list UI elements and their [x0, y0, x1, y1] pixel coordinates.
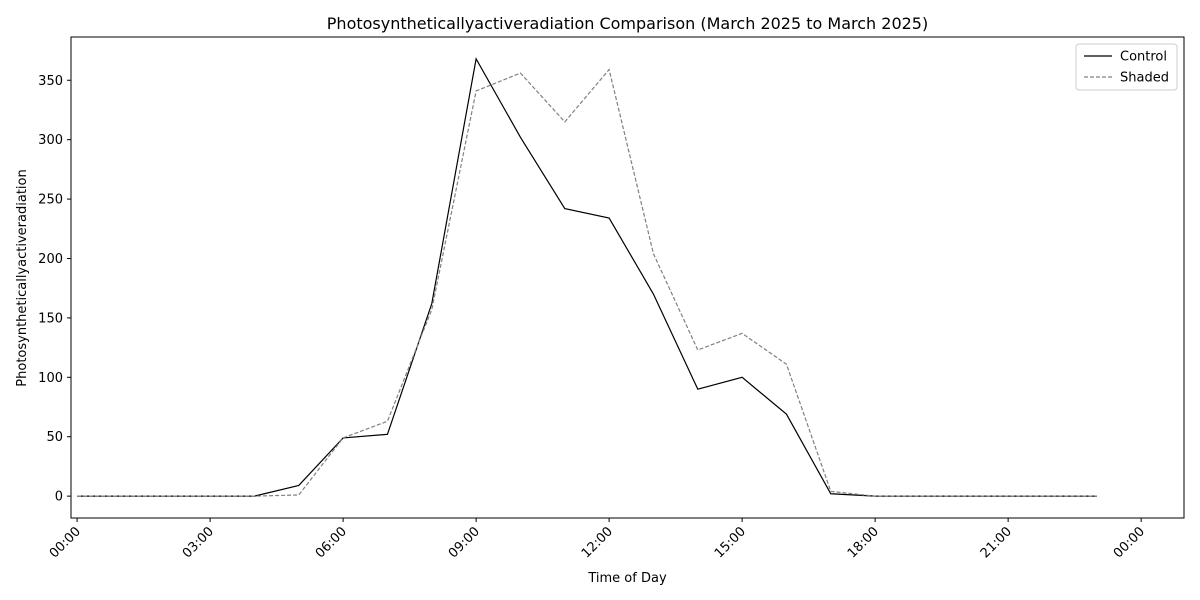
x-tick-label: 12:00	[579, 524, 616, 561]
x-tick-label: 09:00	[446, 524, 483, 561]
legend: Control Shaded	[1075, 43, 1178, 91]
x-tick-label: 00:00	[1111, 524, 1148, 561]
y-tick-label: 0	[55, 490, 63, 505]
legend-label-control: Control	[1120, 50, 1167, 65]
y-axis-label: Photosyntheticallyactiveradiation	[15, 169, 30, 386]
legend-label-shaded: Shaded	[1120, 71, 1169, 86]
x-axis: 00:00 03:00 06:00 09:00 12:00 15:00 18:00 21:00…	[47, 518, 1148, 561]
y-axis: 0 50 100 150 200 250 300 350	[38, 74, 71, 505]
x-tick-label: 03:00	[180, 524, 217, 561]
y-tick-label: 350	[38, 74, 63, 89]
series-line-shaded	[77, 68, 1097, 497]
y-tick-label: 300	[38, 133, 63, 148]
y-tick-label: 250	[38, 193, 63, 208]
chart-title: Photosyntheticallyactiveradiation Compar…	[327, 14, 928, 33]
series-line-control	[77, 57, 1097, 497]
y-tick-label: 100	[38, 371, 63, 386]
x-tick-label: 18:00	[845, 524, 882, 561]
y-tick-label: 50	[46, 430, 63, 445]
x-tick-label: 06:00	[313, 524, 350, 561]
x-tick-label: 00:00	[47, 524, 84, 561]
x-tick-label: 15:00	[712, 524, 749, 561]
x-tick-label: 21:00	[978, 524, 1015, 561]
y-tick-label: 150	[38, 311, 63, 326]
y-tick-label: 200	[38, 252, 63, 267]
x-axis-label: Time of Day	[587, 571, 667, 586]
plot-frame	[70, 36, 1185, 519]
